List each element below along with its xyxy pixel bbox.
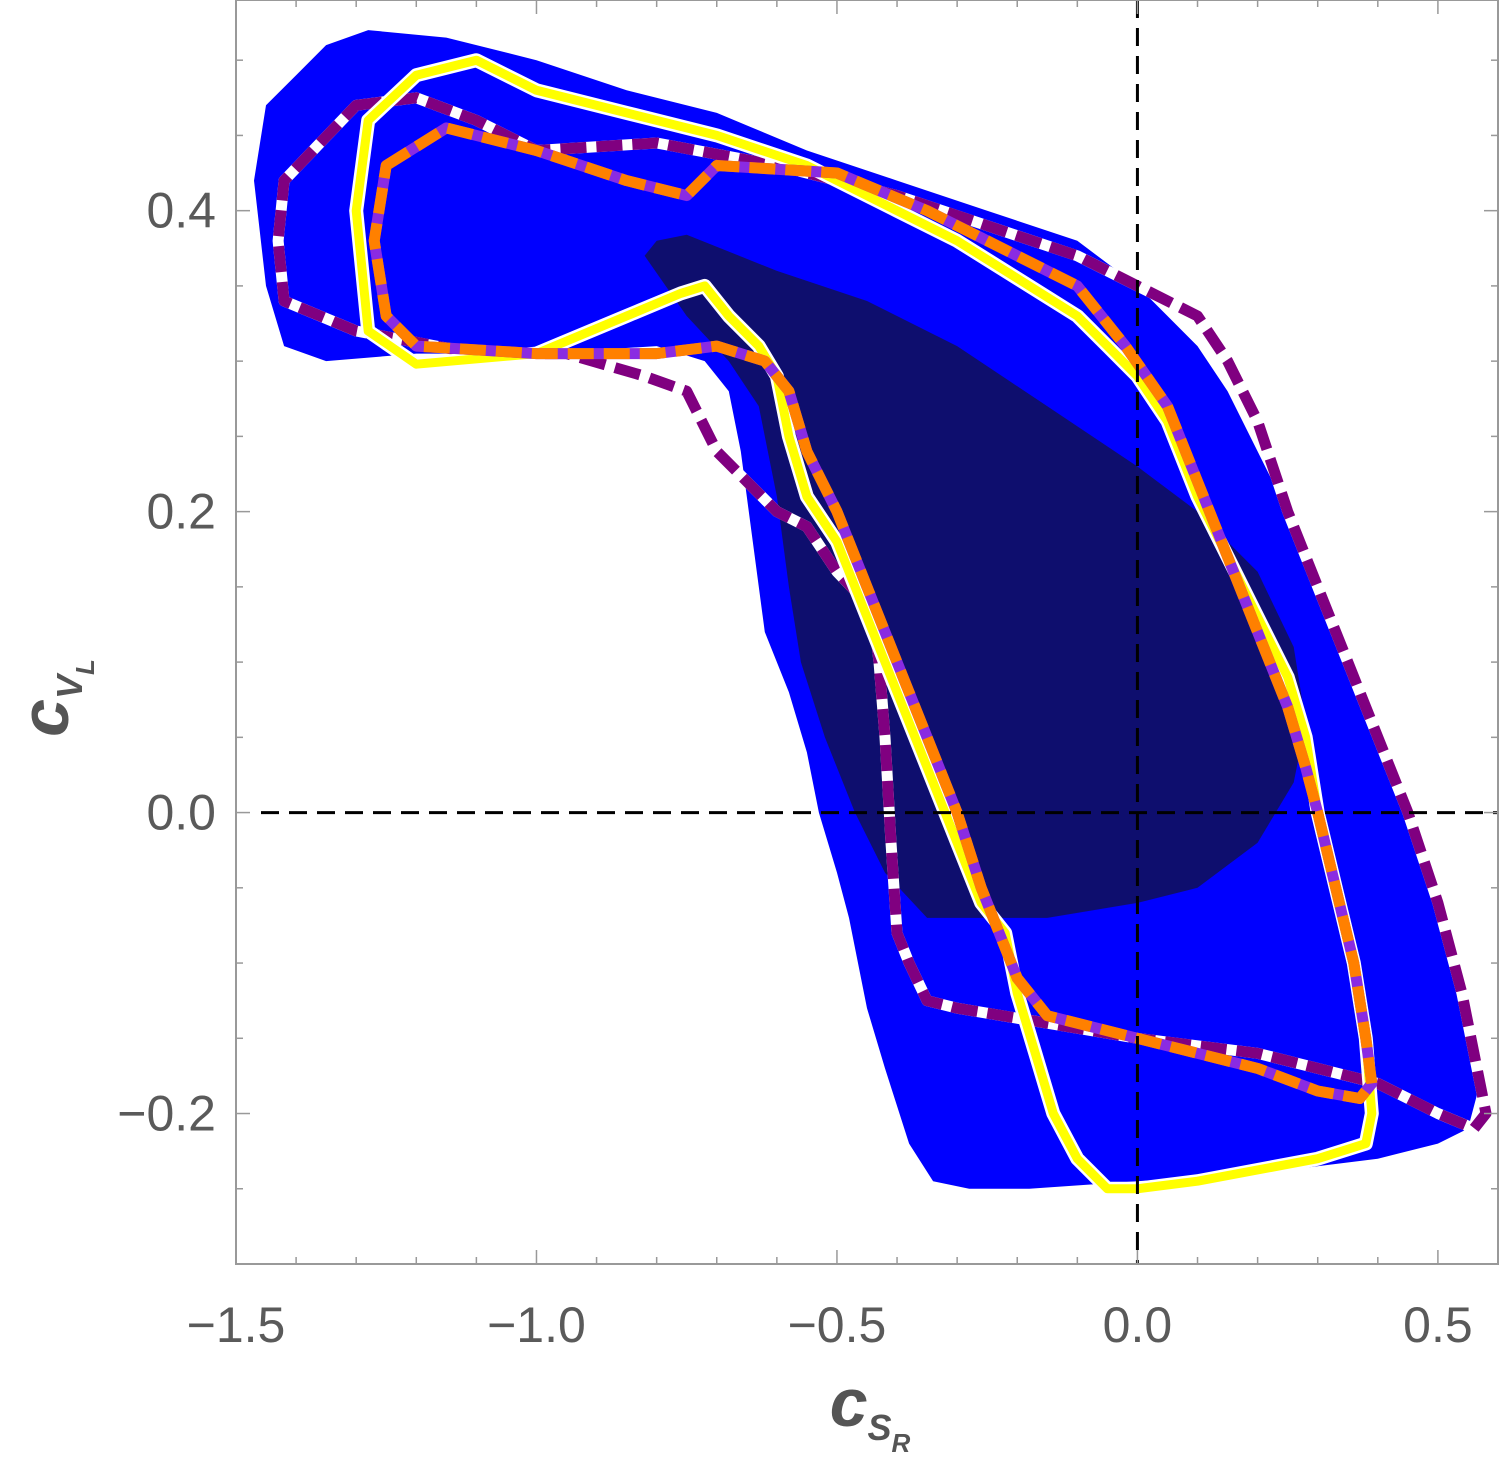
- region-contour-dash-4: [368, 122, 1378, 1104]
- x-axis-title: cSR: [830, 1365, 911, 1455]
- plot-frame: [235, 0, 1499, 1265]
- x-axis-title-sub: S: [868, 1407, 892, 1448]
- y-tick-label: −0.2: [117, 1086, 216, 1142]
- regions-layer: [254, 30, 1492, 1196]
- region-contour-2: [272, 92, 1492, 1135]
- region-contour-line-3: [351, 55, 1377, 1194]
- x-axis-title-main: c: [830, 1365, 868, 1441]
- x-tick-label: −1.5: [187, 1297, 286, 1353]
- y-tick-label: 0.4: [146, 183, 216, 239]
- x-tick-label: −1.0: [487, 1297, 586, 1353]
- y-axis-title-sub: V: [49, 672, 90, 699]
- y-tick-label: 0.2: [146, 484, 216, 540]
- y-axis-title-main: c: [7, 699, 83, 737]
- x-tick-label: −0.5: [788, 1297, 887, 1353]
- region-fill-1: [644, 234, 1306, 918]
- ticks-layer: −1.5 −1.0 −0.5 0.0 0.5 −0.2 0.0 0.2 0.4: [117, 0, 1499, 1353]
- y-axis-title-subsub: L: [70, 659, 100, 675]
- region-contour-3: [349, 53, 1379, 1196]
- y-axis-title: cVL: [7, 659, 100, 737]
- x-axis-title-subsub: R: [892, 1428, 911, 1455]
- x-tick-label: 0.5: [1403, 1297, 1473, 1353]
- x-tick-label: 0.0: [1103, 1297, 1173, 1353]
- y-tick-label: 0.0: [146, 785, 216, 841]
- region-contour-dash-2: [272, 92, 1492, 1135]
- region-contour-4: [368, 122, 1378, 1104]
- reference-lines-layer: [261, 0, 1498, 1264]
